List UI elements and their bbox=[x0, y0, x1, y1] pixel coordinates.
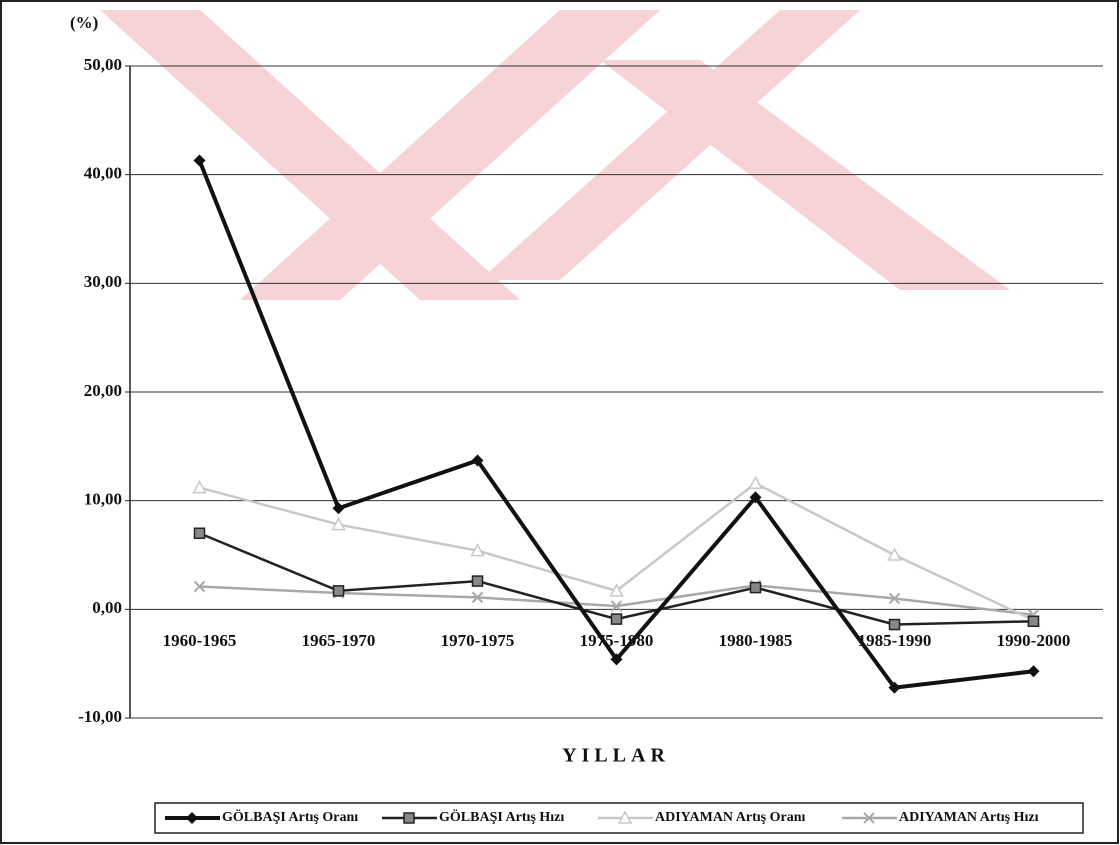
marker bbox=[610, 613, 623, 625]
legend-label: ADIYAMAN Artış Oranı bbox=[655, 810, 805, 825]
marker bbox=[888, 618, 901, 631]
y-tick-label: 0,00 bbox=[92, 598, 122, 617]
marker bbox=[888, 592, 901, 605]
y-unit-label: (%) bbox=[70, 13, 98, 32]
marker bbox=[888, 681, 901, 694]
marker bbox=[887, 547, 902, 561]
marker bbox=[610, 600, 623, 612]
x-tick-label: 1965-1970 bbox=[302, 631, 376, 650]
y-tick-label: 50,00 bbox=[84, 55, 122, 74]
marker bbox=[403, 812, 415, 824]
marker bbox=[609, 583, 624, 597]
legend-label: ADIYAMAN Artış Hızı bbox=[899, 810, 1039, 825]
x-tick-label: 1980-1985 bbox=[719, 631, 793, 650]
marker bbox=[471, 454, 484, 467]
y-tick-label: 20,00 bbox=[84, 381, 122, 400]
marker bbox=[471, 575, 484, 587]
series bbox=[193, 527, 1040, 631]
marker bbox=[863, 812, 875, 824]
marker bbox=[192, 480, 207, 494]
x-tick-label: 1985-1990 bbox=[858, 631, 932, 650]
series bbox=[193, 154, 1040, 694]
series bbox=[192, 475, 1041, 626]
x-tick-label: 1990-2000 bbox=[997, 631, 1071, 650]
marker bbox=[610, 653, 623, 666]
marker bbox=[749, 491, 762, 504]
marker bbox=[332, 502, 345, 515]
y-tick-label: 10,00 bbox=[84, 490, 122, 509]
y-tick-label: 30,00 bbox=[84, 272, 122, 291]
marker bbox=[186, 812, 198, 824]
x-tick-label: 1970-1975 bbox=[441, 631, 515, 650]
marker bbox=[617, 810, 633, 824]
y-tick-label: -10,00 bbox=[78, 707, 122, 726]
marker bbox=[193, 527, 206, 540]
legend-label: GÖLBAŞI Artış Oranı bbox=[222, 808, 358, 825]
marker bbox=[470, 543, 485, 557]
marker bbox=[1027, 665, 1040, 678]
marker bbox=[331, 517, 346, 531]
marker bbox=[332, 585, 345, 597]
x-tick-label: 1975-1980 bbox=[580, 631, 654, 650]
marker bbox=[748, 475, 763, 490]
marker bbox=[193, 580, 206, 593]
marker bbox=[1027, 615, 1040, 628]
x-axis-label: YILLAR bbox=[562, 745, 670, 767]
y-tick-label: 40,00 bbox=[84, 164, 122, 183]
marker bbox=[749, 581, 762, 594]
marker bbox=[193, 154, 206, 167]
marker bbox=[471, 591, 484, 604]
legend-label: GÖLBAŞI Artış Hızı bbox=[439, 808, 564, 825]
x-tick-label: 1960-1965 bbox=[163, 631, 237, 650]
